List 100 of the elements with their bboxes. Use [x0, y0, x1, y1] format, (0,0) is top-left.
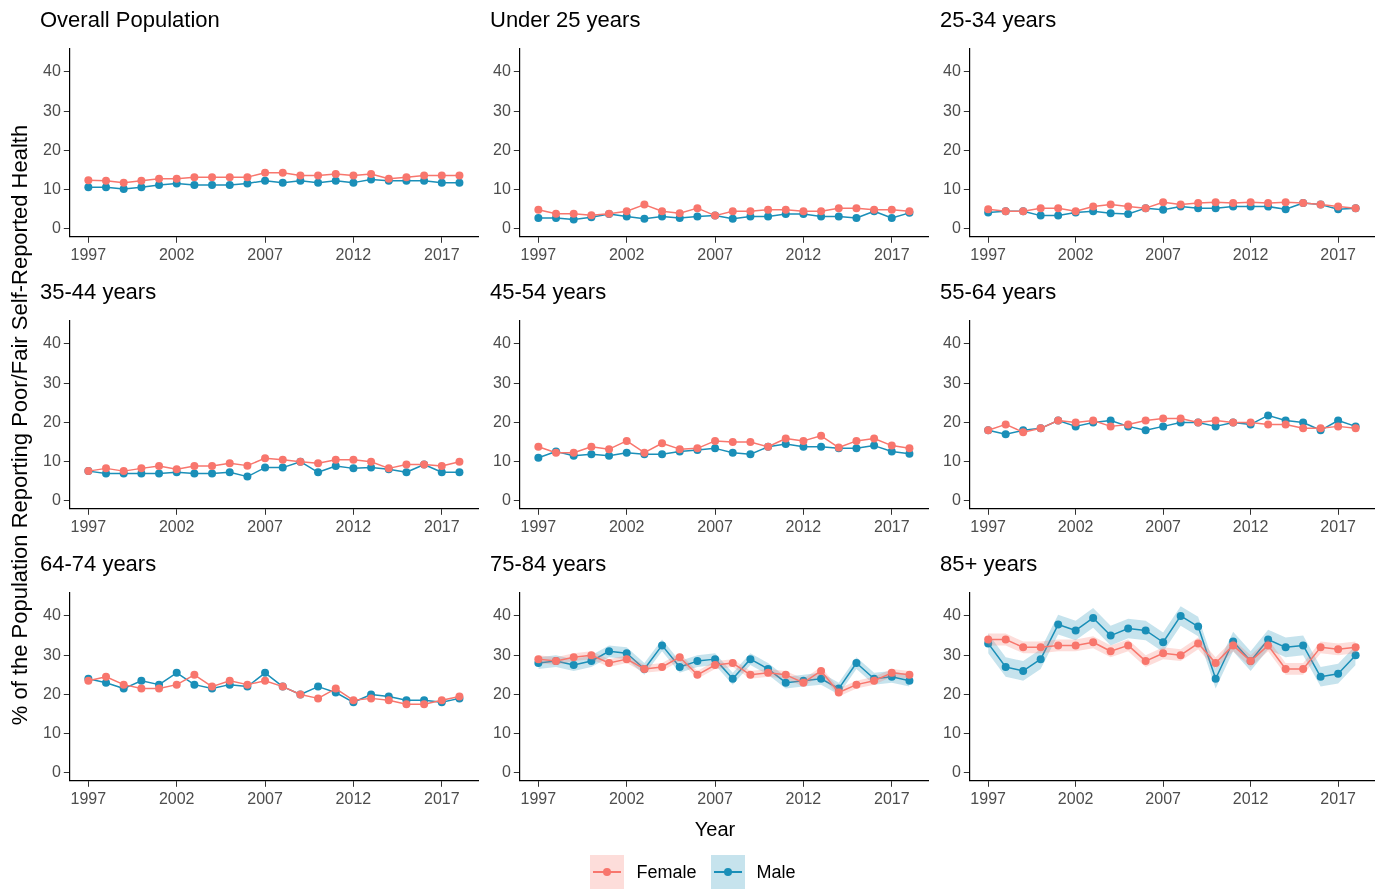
x-tick-label: 2012 [1232, 245, 1269, 263]
point [1106, 631, 1115, 640]
point [834, 688, 843, 697]
point [314, 682, 323, 691]
y-tick-label: 30 [493, 645, 511, 663]
chart-title: 25-34 years [940, 7, 1057, 33]
point [1264, 420, 1273, 429]
point [208, 180, 217, 189]
y-tick-label: 10 [493, 452, 511, 470]
point [278, 455, 287, 464]
x-tick-label: 2012 [335, 517, 372, 535]
point [1211, 198, 1220, 207]
point [1159, 649, 1168, 658]
point [569, 653, 578, 662]
point [1351, 643, 1360, 652]
x-tick-label: 2017 [873, 245, 910, 263]
y-tick-label: 0 [51, 491, 61, 509]
point [675, 653, 684, 662]
y-tick-label: 20 [493, 412, 511, 430]
point [1159, 638, 1168, 647]
point [1281, 420, 1290, 429]
point [261, 454, 270, 463]
point [1141, 416, 1150, 425]
point [587, 450, 596, 459]
x-tick-label: 2002 [158, 789, 195, 807]
x-tick-label: 2012 [335, 789, 372, 807]
point [534, 442, 543, 451]
point [1036, 204, 1045, 213]
point [887, 441, 896, 450]
x-tick-label: 2017 [1320, 789, 1357, 807]
point [455, 468, 464, 477]
point [1141, 657, 1150, 666]
y-tick-label: 30 [943, 645, 961, 663]
point [1124, 641, 1133, 650]
y-tick-label: 40 [493, 334, 511, 352]
y-axis-title: % of the Population Reporting Poor/Fair Self-Reported Health [7, 124, 33, 726]
y-tick-label: 10 [943, 452, 961, 470]
point [764, 205, 773, 214]
point [693, 204, 702, 213]
point [1089, 638, 1098, 647]
point [1194, 199, 1203, 208]
point [569, 661, 578, 670]
point [155, 684, 164, 693]
point [622, 655, 631, 664]
point [817, 674, 826, 683]
x-tick-label: 2017 [423, 517, 460, 535]
x-tick-label: 1997 [970, 517, 1007, 535]
point [799, 436, 808, 445]
point [1054, 211, 1063, 220]
point [658, 641, 667, 650]
point [1194, 639, 1203, 648]
point [675, 662, 684, 671]
point [1299, 641, 1308, 650]
point [817, 207, 826, 216]
y-tick-label: 40 [943, 334, 961, 352]
point [711, 436, 720, 445]
point [746, 438, 755, 447]
point [190, 462, 199, 471]
point [278, 178, 287, 187]
point [764, 668, 773, 677]
x-axis-title: Year [693, 818, 737, 841]
point [402, 460, 411, 469]
x-tick-label: 1997 [520, 789, 557, 807]
point [402, 700, 411, 709]
point [905, 444, 914, 453]
point [455, 171, 464, 180]
point [569, 209, 578, 218]
x-tick-label: 2012 [785, 517, 822, 535]
point [605, 451, 614, 460]
point [1194, 622, 1203, 631]
point [1211, 674, 1220, 683]
point [420, 700, 429, 709]
point [402, 468, 411, 477]
point [84, 176, 93, 185]
y-tick-label: 40 [43, 334, 61, 352]
point [314, 694, 323, 703]
point [852, 436, 861, 445]
point [552, 209, 561, 218]
point [1071, 641, 1080, 650]
point [852, 680, 861, 689]
point [331, 455, 340, 464]
point [622, 436, 631, 445]
point [1054, 620, 1063, 629]
y-tick-label: 10 [43, 180, 61, 198]
y-tick-label: 10 [43, 452, 61, 470]
point [1246, 198, 1255, 207]
point [728, 448, 737, 457]
point [1124, 624, 1133, 633]
point [870, 434, 879, 443]
point [349, 171, 358, 180]
y-tick-label: 0 [51, 763, 61, 781]
point [817, 442, 826, 451]
x-tick-label: 1997 [70, 789, 107, 807]
point [455, 178, 464, 187]
point [1036, 655, 1045, 664]
point [102, 176, 111, 185]
point [208, 173, 217, 182]
point [1019, 666, 1028, 675]
point [852, 659, 861, 668]
point [349, 464, 358, 473]
